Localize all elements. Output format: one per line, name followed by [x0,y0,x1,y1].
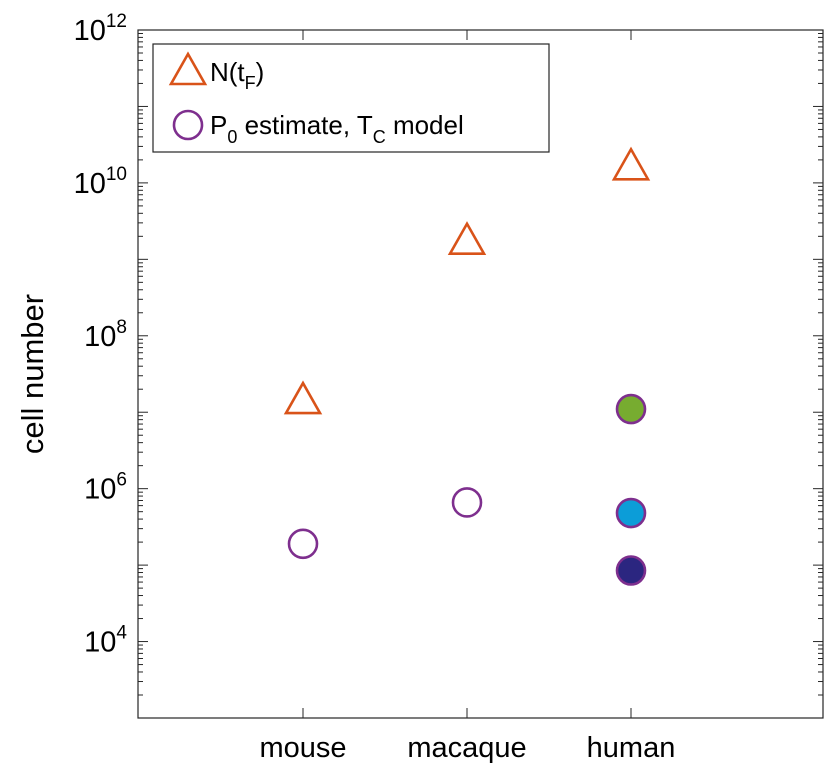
y-tick-label: 1010 [74,164,127,200]
x-tick-label: human [587,732,676,764]
legend-triangle-marker [168,51,208,86]
legend-entry-p0-estimate: P0 estimate, TC model [210,110,464,147]
x-axis-ticks: mouse macaque human [259,30,675,764]
legend-entry-n-tf: N(tF) [210,57,264,93]
y-axis-label: cell number [15,294,50,454]
y-tick-label: 106 [84,470,127,506]
legend-box [152,43,550,153]
triangle-marker [447,221,487,256]
circle-marker [287,528,319,560]
triangle-marker [611,146,651,181]
circle-marker [451,487,483,518]
y-axis-ticks: 104 106 108 1010 1012 [74,11,823,719]
legend: N(tF) P0 estimate, TC model [152,43,550,153]
filled-circle-marker [615,555,647,586]
y-tick-label: 108 [84,317,127,353]
filled-circle-marker [615,497,647,529]
filled-circle-marker [615,393,647,425]
triangle-marker [283,380,323,415]
x-tick-label: macaque [407,732,526,764]
x-tick-label: mouse [259,732,346,764]
data-marks [283,146,651,586]
y-tick-label: 1012 [74,11,127,47]
y-tick-label: 104 [84,623,127,659]
legend-circle-marker [172,109,204,141]
